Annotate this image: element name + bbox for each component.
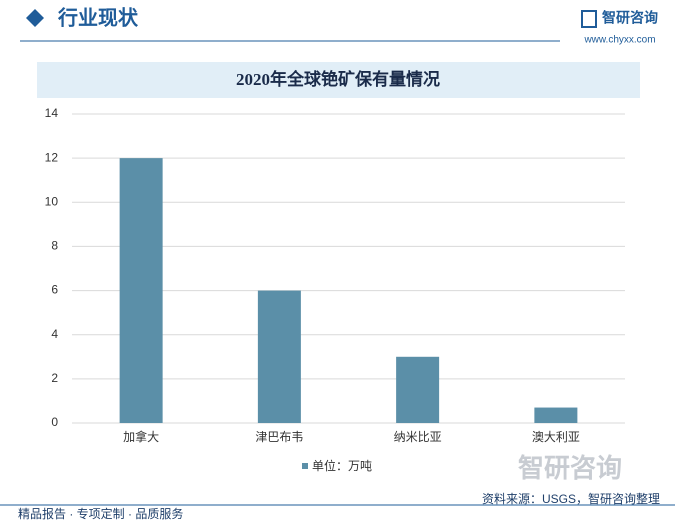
y-tick-label: 0: [51, 415, 58, 429]
logo-url: www.chyxx.com: [583, 35, 655, 46]
x-tick-label: 加拿大: [123, 429, 159, 444]
title-banner: [37, 62, 640, 98]
y-tick-label: 10: [45, 194, 59, 208]
bar: [534, 407, 578, 423]
y-tick-label: 6: [51, 283, 58, 297]
header-icon: [26, 9, 44, 27]
chart-title: 2020年全球铯矿保有量情况: [236, 69, 440, 89]
logo-icon: [581, 10, 597, 28]
footer-bar: [0, 505, 675, 525]
watermark-logo: 智研咨询: [518, 453, 622, 483]
y-tick-label: 2: [51, 371, 58, 385]
bar: [119, 158, 163, 423]
legend-label: 单位：万吨: [312, 458, 372, 473]
header-title: 行业现状: [57, 5, 139, 29]
y-tick-label: 8: [51, 239, 58, 253]
x-tick-label: 澳大利亚: [532, 430, 580, 444]
legend-marker: [302, 463, 308, 469]
footer-text: 精品报告 · 专项定制 · 品质服务: [18, 506, 183, 521]
x-tick-label: 津巴布韦: [255, 430, 303, 444]
bar: [257, 290, 301, 423]
x-tick-label: 纳米比亚: [394, 430, 442, 444]
y-tick-label: 4: [51, 327, 58, 341]
logo-text: 智研咨询: [601, 10, 658, 26]
y-tick-label: 14: [45, 106, 59, 120]
source: 资料来源：USGS，智研咨询整理: [482, 491, 660, 506]
bar: [396, 356, 440, 423]
y-tick-label: 12: [45, 150, 59, 164]
